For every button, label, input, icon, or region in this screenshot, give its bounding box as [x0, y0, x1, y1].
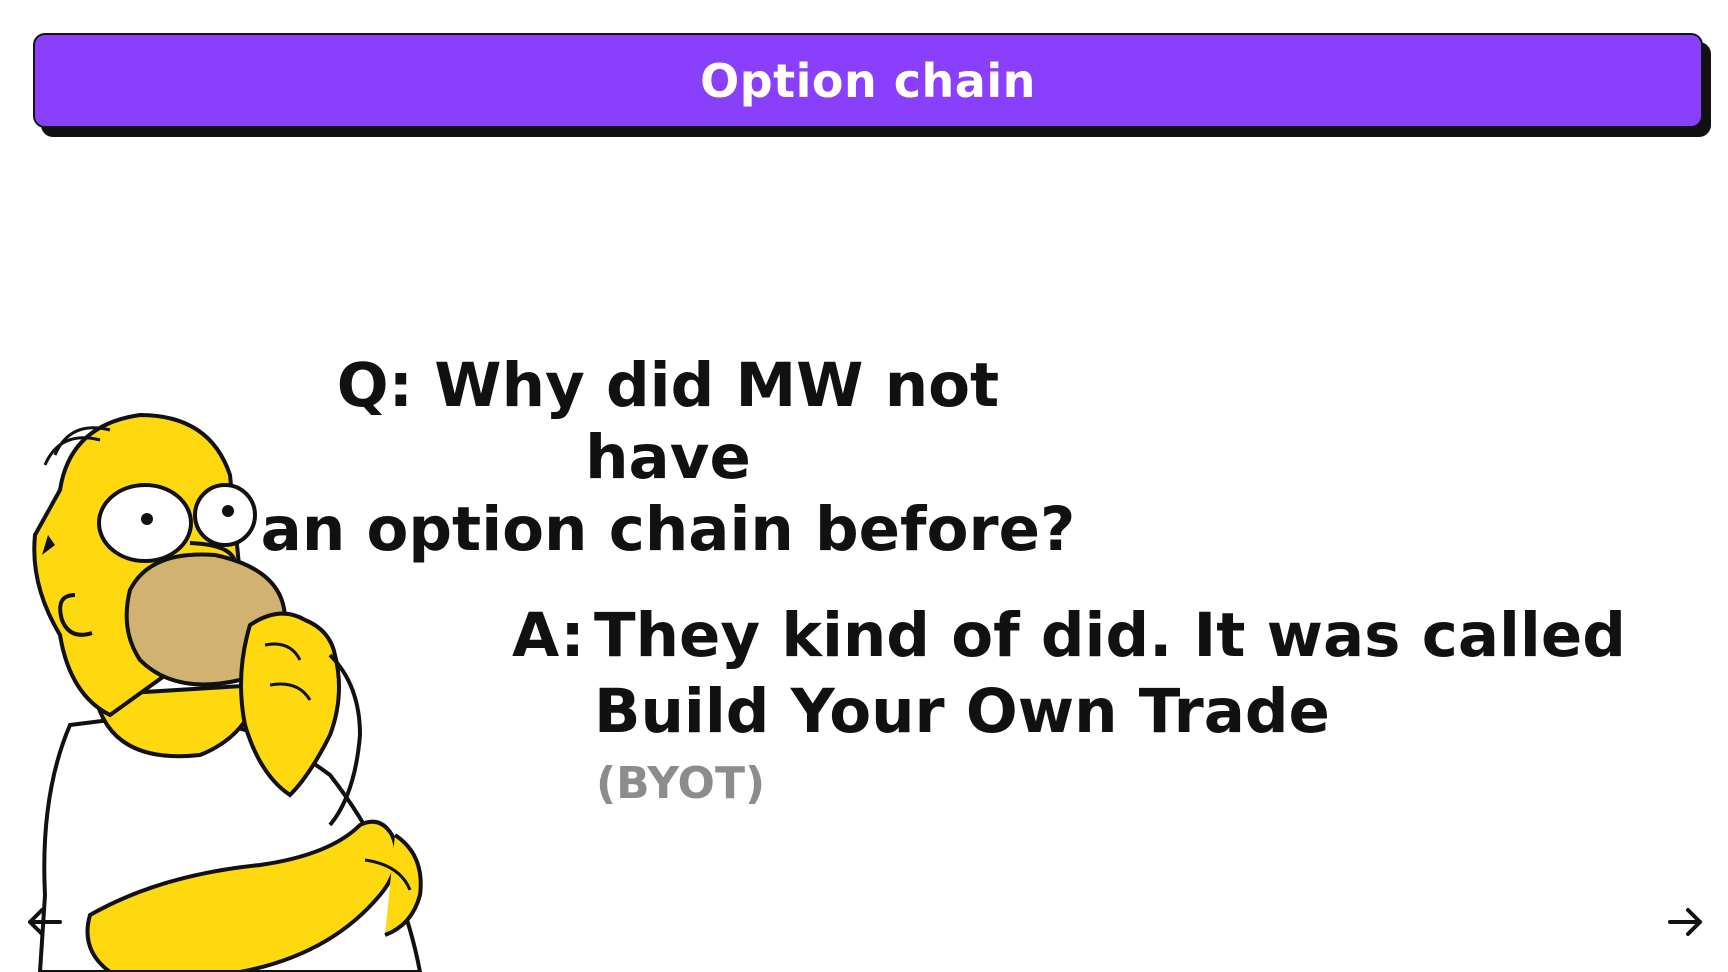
answer-abbreviation: (BYOT) — [596, 758, 766, 809]
answer-line-2: Build Your Own Trade — [594, 676, 1330, 747]
arrow-left-icon[interactable] — [22, 900, 66, 944]
slide-title: Option chain — [700, 53, 1036, 108]
answer-line-1: They kind of did. It was called — [594, 600, 1626, 671]
question-text: Q: Why did MW not have an option chain b… — [258, 350, 1078, 566]
title-banner: Option chain — [33, 33, 1703, 128]
arrow-right-icon[interactable] — [1664, 900, 1708, 944]
question-line-1: Q: Why did MW not have — [336, 350, 1000, 493]
answer-text: They kind of did. It was called Build Yo… — [594, 598, 1626, 750]
answer-prefix: A: — [512, 600, 585, 671]
question-line-2: an option chain before? — [260, 494, 1076, 565]
thinking-cartoon-illustration — [32, 412, 423, 972]
